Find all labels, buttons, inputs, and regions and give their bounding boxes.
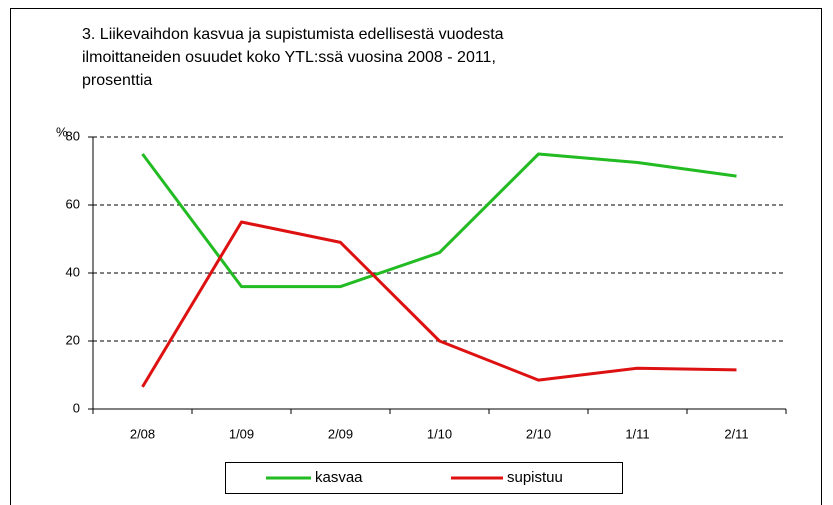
y-tick-label: 0	[73, 400, 80, 415]
x-tick-label: 2/11	[724, 426, 748, 441]
frame	[10, 8, 822, 505]
legend-label: supistuu	[507, 469, 563, 486]
series-line	[141, 152, 737, 289]
series-line	[141, 220, 737, 388]
y-tick-label: 60	[66, 196, 80, 211]
x-tick-label: 2/09	[328, 426, 353, 441]
legend-label: kasvaa	[315, 469, 363, 486]
chart-title: ilmoittaneiden osuudet koko YTL:ssä vuos…	[82, 49, 496, 66]
y-tick-label: 80	[66, 128, 80, 143]
y-tick-label: 20	[66, 332, 80, 347]
y-axis-label: %	[56, 124, 68, 139]
x-tick-label: 1/10	[427, 426, 452, 441]
y-tick-label: 40	[66, 264, 80, 279]
x-tick-label: 1/11	[625, 426, 649, 441]
x-tick-label: 2/08	[130, 426, 155, 441]
chart-title: prosenttia	[82, 72, 152, 89]
chart-title: 3. Liikevaihdon kasvua ja supistumista e…	[82, 26, 504, 43]
x-tick-label: 2/10	[526, 426, 551, 441]
x-tick-label: 1/09	[229, 426, 254, 441]
